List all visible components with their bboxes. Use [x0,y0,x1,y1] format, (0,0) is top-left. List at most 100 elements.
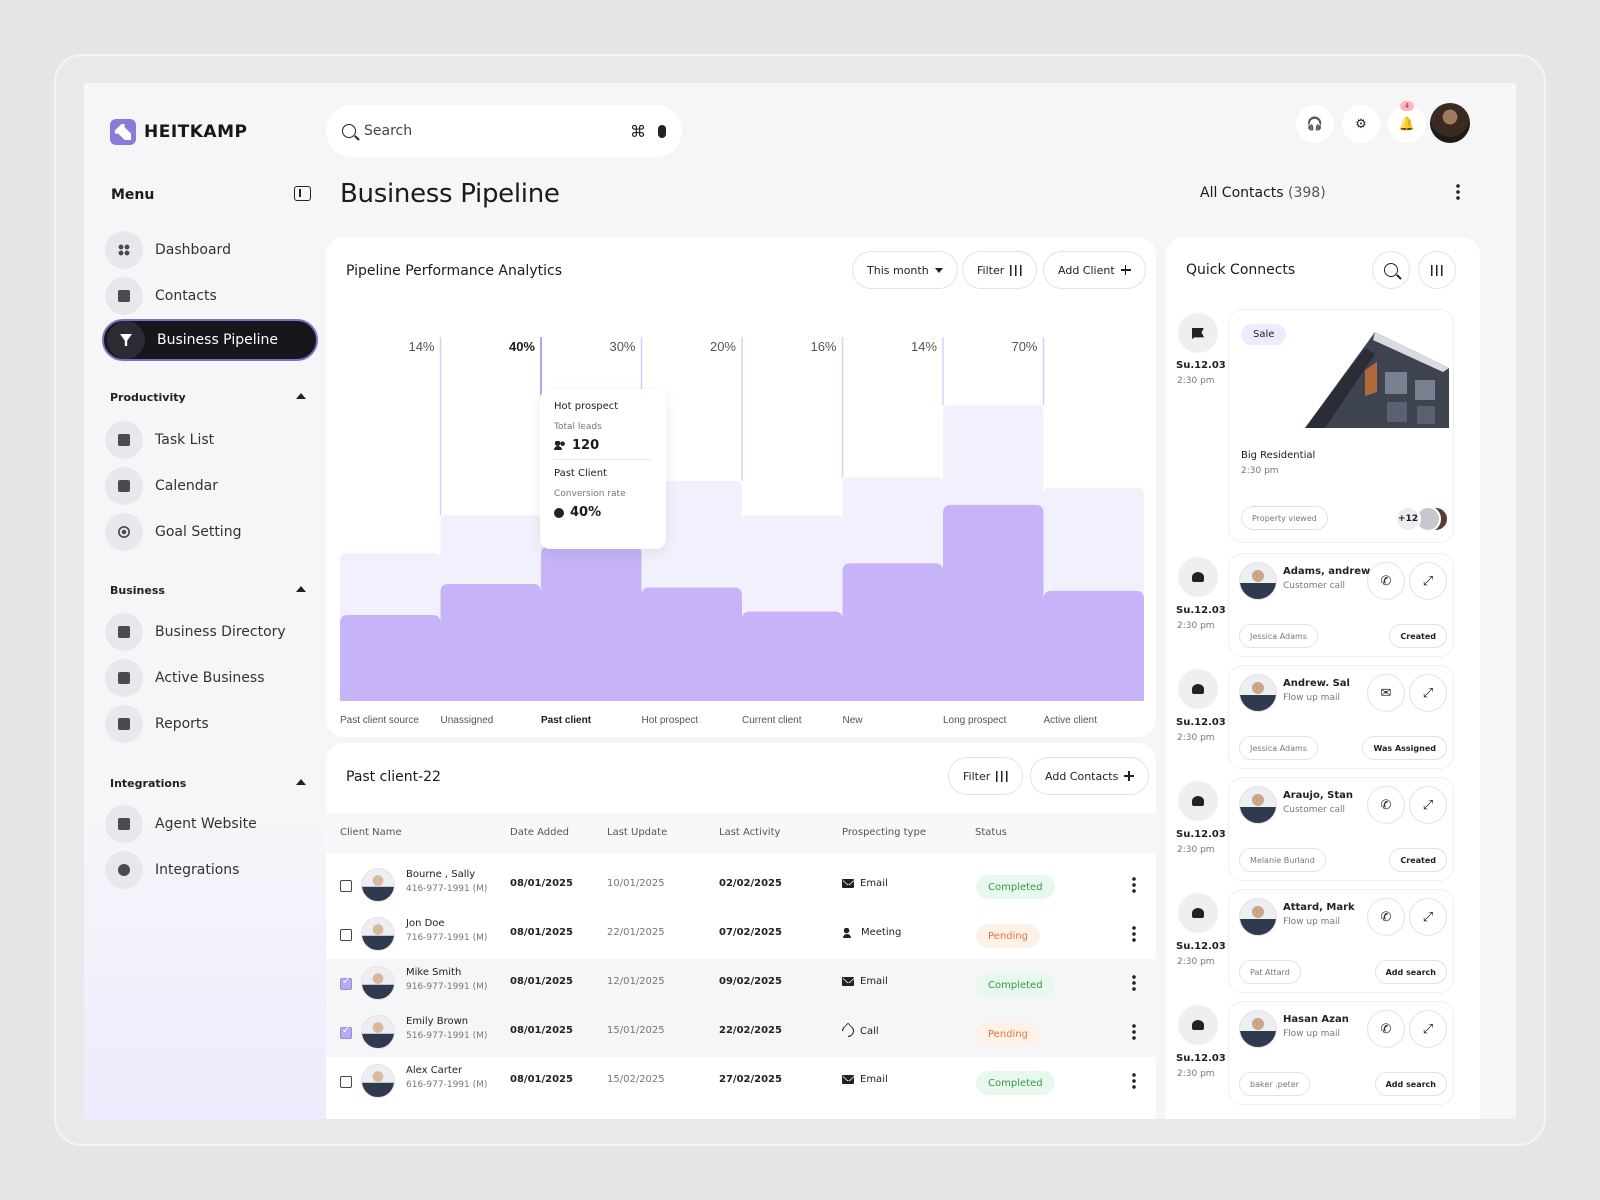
contact-activity: Flow up mail [1283,917,1340,927]
chart-bar-value[interactable] [742,611,843,701]
contact-action-button[interactable]: ✆ [1367,786,1405,824]
sidebar-item-integrations[interactable]: Integrations [102,849,318,891]
sidebar-item-dashboard[interactable]: Dashboard [102,229,318,271]
monitor-icon [105,805,143,843]
quick-connect-card[interactable]: Hasan Azan Flow up mail ✆ ⤢ baker .peter Add … [1228,1001,1454,1105]
table-row[interactable]: Bourne , Sally 416-977-1991 (M) 08/01/2025… [326,861,1156,910]
column-header[interactable]: Last Update [607,827,668,838]
row-checkbox[interactable] [340,976,352,990]
quick-connect-card[interactable]: Attard, Mark Flow up mail ✆ ⤢ Pat Attard Add … [1228,889,1454,993]
expand-button[interactable]: ⤢ [1409,898,1447,936]
sidebar-item-task-list[interactable]: Task List [102,419,318,461]
sidebar-item-business-directory[interactable]: Business Directory [102,611,318,653]
assigned-contact: Jessica Adams [1239,624,1318,648]
action-tag[interactable]: Add search [1374,1072,1447,1096]
table-row[interactable]: Alex Carter 616-977-1991 (M) 08/01/2025 15/… [326,1057,1156,1106]
column-header[interactable]: Last Activity [719,827,781,838]
expand-button[interactable]: ⤢ [1409,1010,1447,1048]
column-header[interactable]: Status [975,827,1007,838]
chart-bar-value[interactable] [340,615,441,701]
settings-button[interactable]: ⚙ [1342,105,1380,143]
collapse-caret-icon[interactable] [296,393,306,399]
property-card[interactable]: Sale Big Residential 2:30 pm Property vi… [1228,309,1454,543]
client-name[interactable]: Emily Brown [406,1016,469,1027]
row-more-icon[interactable] [1132,974,1136,992]
row-checkbox[interactable] [340,929,352,941]
chart-bar-value[interactable] [1043,590,1145,701]
table-row[interactable]: Jon Doe 716-977-1991 (M) 08/01/2025 22/01/2… [326,910,1156,959]
chart-bar-value[interactable] [541,546,642,701]
last-activity: 09/02/2025 [719,976,782,987]
logo[interactable]: HEITKAMP [110,119,247,145]
quick-connect-card[interactable]: Andrew. Sal Flow up mail ✉ ⤢ Jessica Adams Wa… [1228,665,1454,769]
prospecting-type: Call [839,1022,879,1040]
client-name[interactable]: Alex Carter [406,1065,463,1076]
sidebar-item-goal-setting[interactable]: Goal Setting [102,511,318,553]
column-header[interactable]: Client Name [340,827,402,838]
row-checkbox[interactable] [340,1025,352,1039]
search-input[interactable]: Search [364,123,413,139]
search-bar[interactable]: Search ⌘ [326,105,682,157]
sidebar-item-label: Business Pipeline [157,332,278,348]
quick-connect-card[interactable]: Araujo, Stan Customer call ✆ ⤢ Melanie Burla… [1228,777,1454,881]
row-more-icon[interactable] [1132,925,1136,943]
action-tag[interactable]: Created [1389,624,1447,648]
sidebar-item-calendar[interactable]: Calendar [102,465,318,507]
expand-button[interactable]: ⤢ [1409,786,1447,824]
action-tag[interactable]: Add search [1374,960,1447,984]
more-options-icon[interactable] [1456,183,1460,201]
column-header[interactable]: Prospecting type [842,827,926,838]
table-row[interactable]: Emily Brown 516-977-1991 (M) 08/01/2025 15/… [326,1008,1156,1057]
column-header[interactable]: Date Added [510,827,569,838]
chart-bar-value[interactable] [943,504,1044,701]
period-dropdown[interactable]: This month [852,251,958,289]
contact-name: Attard, Mark [1283,902,1355,913]
table-row[interactable]: Mike Smith 916-977-1991 (M) 08/01/2025 12/0… [326,959,1156,1008]
chart-bar-value[interactable] [440,584,542,701]
contact-action-button[interactable]: ✉ [1367,674,1405,712]
add-contacts-button[interactable]: Add Contacts [1030,757,1150,795]
row-more-icon[interactable] [1132,876,1136,894]
qc-search-button[interactable] [1372,251,1410,289]
expand-button[interactable]: ⤢ [1409,674,1447,712]
client-phone: 516-977-1991 (M) [406,1031,488,1041]
contact-action-button[interactable]: ✆ [1367,562,1405,600]
chart-bar-value[interactable] [641,587,743,701]
user-avatar[interactable] [1430,103,1470,143]
chart-bar-value[interactable] [842,563,944,701]
collapse-caret-icon[interactable] [296,779,306,785]
sidebar-item-active-business[interactable]: Active Business [102,657,318,699]
action-tag[interactable]: Created [1389,848,1447,872]
expand-button[interactable]: ⤢ [1409,562,1447,600]
page-title: Business Pipeline [340,179,560,209]
sidebar-toggle-icon[interactable] [294,186,311,201]
sidebar-item-agent-website[interactable]: Agent Website [102,803,318,845]
all-contacts-link[interactable]: All Contacts (398) [1200,185,1326,201]
row-more-icon[interactable] [1132,1072,1136,1090]
row-more-icon[interactable] [1132,1023,1136,1041]
collapse-caret-icon[interactable] [296,586,306,592]
notifications-button[interactable]: 🔔 [1388,105,1426,143]
client-name[interactable]: Mike Smith [406,967,462,978]
avatar-stack[interactable]: +12 [1395,506,1449,532]
contact-action-button[interactable]: ✆ [1367,1010,1405,1048]
row-checkbox[interactable] [340,1076,352,1088]
contact-activity: Flow up mail [1283,693,1340,703]
add-client-button[interactable]: Add Client [1043,251,1146,289]
quick-connect-card[interactable]: Adams, andrew Customer call ✆ ⤢ Jessica Adam… [1228,553,1454,657]
sidebar-item-contacts[interactable]: Contacts [102,275,318,317]
sidebar-item-reports[interactable]: Reports [102,703,318,745]
sidebar-item-business-pipeline[interactable]: Business Pipeline [102,319,318,361]
filter-button[interactable]: Filter [962,251,1038,289]
contact-action-button[interactable]: ✆ [1367,898,1405,936]
table-filter-button[interactable]: Filter [948,757,1024,795]
client-name[interactable]: Bourne , Sally [406,869,476,880]
timeline-person-icon [1178,557,1218,597]
client-name[interactable]: Jon Doe [406,918,445,929]
action-tag[interactable]: Was Assigned [1362,736,1447,760]
support-headset-button[interactable]: 🎧 [1296,105,1334,143]
microphone-icon[interactable] [658,124,666,138]
tooltip-section-heading: Past Client [554,468,607,479]
qc-filter-button[interactable] [1418,251,1456,289]
row-checkbox[interactable] [340,880,352,892]
